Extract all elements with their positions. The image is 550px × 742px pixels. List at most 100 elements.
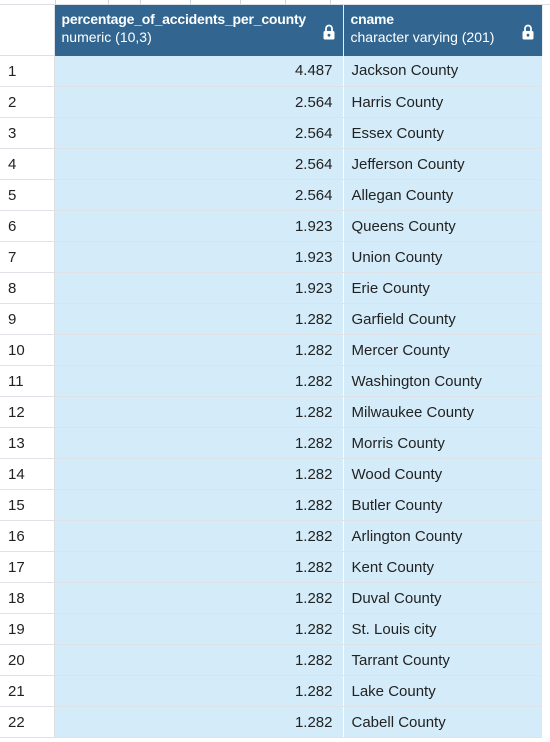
cell-cname[interactable]: Union County [343, 241, 542, 273]
cell-cname[interactable]: Wood County [343, 458, 542, 490]
cell-cname[interactable]: Washington County [343, 365, 542, 397]
row-number[interactable]: 3 [0, 117, 55, 149]
table-row[interactable]: 8 1.923 Erie County [0, 272, 542, 304]
table-row[interactable]: 14 1.282 Wood County [0, 458, 542, 490]
cell-cname[interactable]: Mercer County [343, 334, 542, 366]
table-row[interactable]: 13 1.282 Morris County [0, 427, 542, 459]
table-row[interactable]: 7 1.923 Union County [0, 241, 542, 273]
cell-cname[interactable]: Arlington County [343, 520, 542, 552]
cell-cname[interactable]: Milwaukee County [343, 396, 542, 428]
table-row[interactable]: 9 1.282 Garfield County [0, 303, 542, 335]
row-number[interactable]: 6 [0, 210, 55, 242]
cell-cname[interactable]: Cabell County [343, 706, 542, 738]
column-type: character varying (201) [350, 29, 495, 45]
cell-percentage[interactable]: 1.282 [54, 582, 344, 614]
row-number[interactable]: 18 [0, 582, 55, 614]
cell-percentage[interactable]: 1.282 [54, 489, 344, 521]
cell-percentage[interactable]: 1.282 [54, 644, 344, 676]
cell-percentage[interactable]: 2.564 [54, 117, 344, 149]
cell-percentage[interactable]: 4.487 [54, 55, 344, 87]
data-output-table: percentage_of_accidents_per_county numer… [0, 5, 543, 738]
table-row[interactable]: 15 1.282 Butler County [0, 489, 542, 521]
row-number[interactable]: 17 [0, 551, 55, 583]
table-row[interactable]: 6 1.923 Queens County [0, 210, 542, 242]
table-row[interactable]: 18 1.282 Duval County [0, 582, 542, 614]
table-row[interactable]: 3 2.564 Essex County [0, 117, 542, 149]
column-header-cname[interactable]: cname character varying (201) [343, 5, 543, 56]
cell-cname[interactable]: Tarrant County [343, 644, 542, 676]
cell-percentage[interactable]: 1.282 [54, 613, 344, 645]
cell-cname[interactable]: Harris County [343, 86, 542, 118]
row-number[interactable]: 10 [0, 334, 55, 366]
cell-percentage[interactable]: 1.282 [54, 675, 344, 707]
table-row[interactable]: 16 1.282 Arlington County [0, 520, 542, 552]
column-header-percentage[interactable]: percentage_of_accidents_per_county numer… [54, 5, 344, 56]
row-number[interactable]: 11 [0, 365, 55, 397]
cell-cname[interactable]: Duval County [343, 582, 542, 614]
cell-percentage[interactable]: 1.282 [54, 520, 344, 552]
table-row[interactable]: 21 1.282 Lake County [0, 675, 542, 707]
row-number[interactable]: 9 [0, 303, 55, 335]
cell-percentage[interactable]: 2.564 [54, 86, 344, 118]
row-number[interactable]: 8 [0, 272, 55, 304]
row-number[interactable]: 16 [0, 520, 55, 552]
cell-percentage[interactable]: 1.282 [54, 551, 344, 583]
cell-cname[interactable]: Erie County [343, 272, 542, 304]
row-number[interactable]: 21 [0, 675, 55, 707]
row-number[interactable]: 14 [0, 458, 55, 490]
cell-percentage[interactable]: 1.282 [54, 396, 344, 428]
row-number[interactable]: 22 [0, 706, 55, 738]
table-row[interactable]: 17 1.282 Kent County [0, 551, 542, 583]
cell-cname[interactable]: Essex County [343, 117, 542, 149]
cell-percentage[interactable]: 1.282 [54, 706, 344, 738]
row-number[interactable]: 13 [0, 427, 55, 459]
cell-percentage[interactable]: 1.282 [54, 334, 344, 366]
table-row[interactable]: 10 1.282 Mercer County [0, 334, 542, 366]
row-number[interactable]: 19 [0, 613, 55, 645]
table-row[interactable]: 20 1.282 Tarrant County [0, 644, 542, 676]
cell-cname[interactable]: Queens County [343, 210, 542, 242]
row-number[interactable]: 4 [0, 148, 55, 180]
row-number[interactable]: 15 [0, 489, 55, 521]
cell-percentage[interactable]: 1.923 [54, 272, 344, 304]
toolbar-separator [330, 0, 331, 4]
cell-percentage[interactable]: 1.923 [54, 210, 344, 242]
row-number[interactable]: 2 [0, 86, 55, 118]
cell-percentage[interactable]: 1.282 [54, 365, 344, 397]
cell-cname[interactable]: Jackson County [343, 55, 542, 87]
table-row[interactable]: 5 2.564 Allegan County [0, 179, 542, 211]
cell-percentage[interactable]: 1.282 [54, 458, 344, 490]
toolbar-separator [240, 0, 241, 4]
table-row[interactable]: 2 2.564 Harris County [0, 86, 542, 118]
toolbar-separator [140, 0, 141, 4]
cell-percentage[interactable]: 2.564 [54, 179, 344, 211]
table-row[interactable]: 11 1.282 Washington County [0, 365, 542, 397]
cell-cname[interactable]: Butler County [343, 489, 542, 521]
row-number[interactable]: 1 [0, 55, 55, 87]
row-number[interactable]: 12 [0, 396, 55, 428]
header-row: percentage_of_accidents_per_county numer… [0, 5, 543, 56]
row-number[interactable]: 7 [0, 241, 55, 273]
table-row[interactable]: 22 1.282 Cabell County [0, 706, 542, 738]
row-number[interactable]: 5 [0, 179, 55, 211]
cell-cname[interactable]: Garfield County [343, 303, 542, 335]
column-name: cname [350, 11, 395, 27]
table-row[interactable]: 4 2.564 Jefferson County [0, 148, 542, 180]
row-number[interactable]: 20 [0, 644, 55, 676]
cell-cname[interactable]: Jefferson County [343, 148, 542, 180]
cell-cname[interactable]: Allegan County [343, 179, 542, 211]
cell-cname[interactable]: Lake County [343, 675, 542, 707]
toolbar-separator [55, 0, 56, 4]
cell-cname[interactable]: Morris County [343, 427, 542, 459]
cell-percentage[interactable]: 1.923 [54, 241, 344, 273]
table-row[interactable]: 12 1.282 Milwaukee County [0, 396, 542, 428]
cell-cname[interactable]: Kent County [343, 551, 542, 583]
toolbar-separator [285, 0, 286, 4]
table-row[interactable]: 1 4.487 Jackson County [0, 55, 542, 87]
cell-percentage[interactable]: 1.282 [54, 427, 344, 459]
cell-cname[interactable]: St. Louis city [343, 613, 542, 645]
table-row[interactable]: 19 1.282 St. Louis city [0, 613, 542, 645]
cell-percentage[interactable]: 2.564 [54, 148, 344, 180]
cell-percentage[interactable]: 1.282 [54, 303, 344, 335]
row-number-header[interactable] [0, 5, 55, 56]
